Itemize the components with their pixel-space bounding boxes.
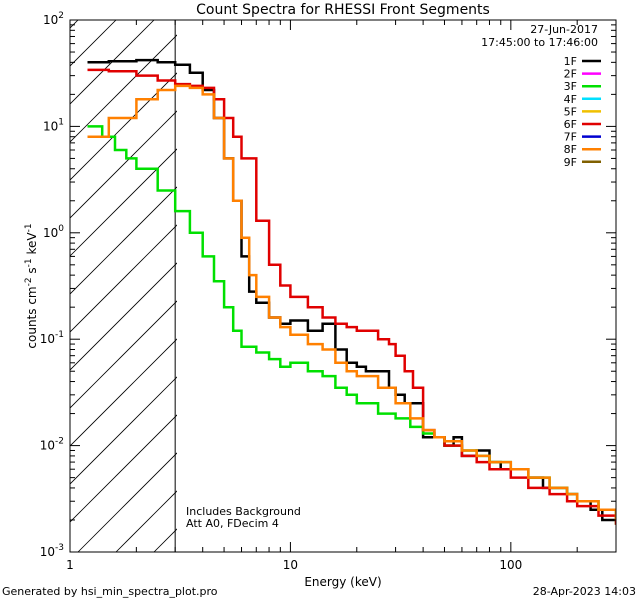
series-1F-line [87, 58, 616, 522]
y-label-exp-3: -1 [24, 223, 34, 232]
y-axis-label: counts cm-2 s-1 keV-1 [24, 223, 39, 348]
legend-label-5F: 5F [564, 105, 577, 118]
hatch-line [70, 262, 177, 371]
y-tick-label: 10-2 [40, 437, 64, 453]
x-axis-label: Energy (keV) [304, 575, 381, 589]
chart-title: Count Spectra for RHESSI Front Segments [196, 2, 490, 18]
hatch-line [70, 224, 177, 333]
series-group [87, 58, 616, 525]
attenuator-hatch-region [0, 0, 640, 552]
hatch-line [70, 110, 177, 219]
hatch-line [70, 414, 177, 523]
hatch-line [70, 186, 177, 295]
observation-time-range: 17:45:00 to 17:46:00 [481, 36, 598, 49]
hatch-line [70, 72, 177, 181]
legend-label-7F: 7F [564, 131, 577, 144]
y-tick-label: 10-3 [40, 543, 64, 559]
hatch-line [0, 0, 110, 552]
x-tick-label: 10 [283, 558, 298, 572]
y-tick-label: 10-1 [40, 330, 64, 346]
annotation-background: Includes Background [186, 505, 301, 518]
series-3F-line [87, 125, 616, 525]
y-label-exp-1: -2 [24, 277, 34, 286]
legend-label-9F: 9F [564, 156, 577, 169]
annotation-attenuator: Att A0, FDecim 4 [186, 517, 279, 530]
y-label-exp-2: -1 [24, 258, 34, 267]
footer-timestamp: 28-Apr-2023 14:03 [532, 585, 636, 598]
footer-generated-by: Generated by hsi_min_spectra_plot.pro [2, 585, 218, 598]
y-tick-label: 100 [43, 224, 64, 240]
legend-label-8F: 8F [564, 143, 577, 156]
series-8F-line [87, 84, 616, 520]
y-label-part-1: counts cm [25, 286, 39, 348]
legend-label-3F: 3F [564, 80, 577, 93]
hatch-line [70, 20, 155, 105]
y-label-part-2: s [25, 267, 39, 277]
axis-ticks [69, 19, 617, 553]
y-tick-label: 102 [43, 11, 64, 27]
axis-tick-labels: 1 10 100 102 101 100 10-1 10-2 10-3 [40, 11, 523, 572]
x-tick-label: 1 [66, 558, 74, 572]
legend-label-6F: 6F [564, 118, 577, 131]
legend-label-4F: 4F [564, 93, 577, 106]
hatch-line [77, 452, 177, 552]
y-label-part-3: keV [25, 232, 39, 259]
observation-date: 27-Jun-2017 [530, 23, 598, 36]
plot-frame [69, 19, 617, 553]
hatch-line [70, 376, 177, 485]
hatch-line [230, 0, 640, 552]
legend-label-2F: 2F [564, 68, 577, 81]
x-tick-label: 100 [499, 558, 522, 572]
hatch-line [268, 0, 640, 552]
series-6F-line [87, 68, 616, 525]
hatch-line [70, 148, 177, 257]
legend-label-1F: 1F [564, 55, 577, 68]
hatch-line [115, 490, 177, 552]
y-tick-label: 101 [43, 117, 64, 133]
